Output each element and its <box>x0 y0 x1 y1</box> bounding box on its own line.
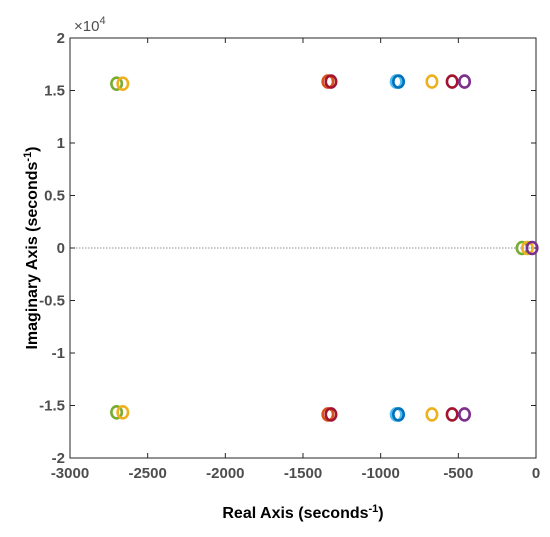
x-axis-label: Real Axis (seconds-1) <box>222 503 383 522</box>
pole-marker <box>458 74 472 89</box>
y-tick-label: -0.5 <box>39 293 65 310</box>
pole-marker <box>324 407 338 422</box>
pole-marker <box>520 240 534 256</box>
pole-marker <box>458 407 472 422</box>
y-exponent-label: ×104 <box>74 15 106 35</box>
y-tick-label: 2 <box>57 30 65 47</box>
y-tick-label: -1 <box>52 345 65 362</box>
x-tick-label: -1000 <box>361 465 399 482</box>
x-tick-label: -2000 <box>206 465 244 482</box>
y-tick-label: -2 <box>52 450 65 467</box>
y-axis-label: Imaginary Axis (seconds-1) <box>22 146 41 349</box>
pole-marker <box>392 74 406 89</box>
x-axis-ticks: -3000 -2500 -2000 -1500 -1000 -500 0 <box>51 38 540 482</box>
pole-marker <box>116 76 130 91</box>
x-tick-label: -2500 <box>128 465 166 482</box>
pole-marker <box>425 74 439 89</box>
x-tick-label: -3000 <box>51 465 89 482</box>
y-axis-ticks: -2 -1.5 -1 -0.5 0 0.5 1 1.5 2 <box>39 30 536 467</box>
pole-marker <box>392 407 406 422</box>
x-tick-label: -1500 <box>284 465 322 482</box>
pole-marker <box>116 405 130 420</box>
y-tick-label: 0.5 <box>44 188 65 205</box>
x-tick-label: 0 <box>532 465 540 482</box>
pole-marker <box>110 76 124 91</box>
y-tick-label: 0 <box>57 240 65 257</box>
pole-marker <box>445 407 459 422</box>
pole-marker <box>525 240 539 256</box>
y-tick-label: -1.5 <box>39 398 65 415</box>
pole-marker <box>425 407 439 422</box>
pole-marker <box>110 405 124 420</box>
y-tick-label: 1.5 <box>44 83 65 100</box>
pole-marker <box>324 74 338 89</box>
data-points <box>110 74 539 422</box>
x-tick-label: -500 <box>443 465 473 482</box>
pole-marker <box>445 74 459 89</box>
y-tick-label: 1 <box>57 135 65 152</box>
